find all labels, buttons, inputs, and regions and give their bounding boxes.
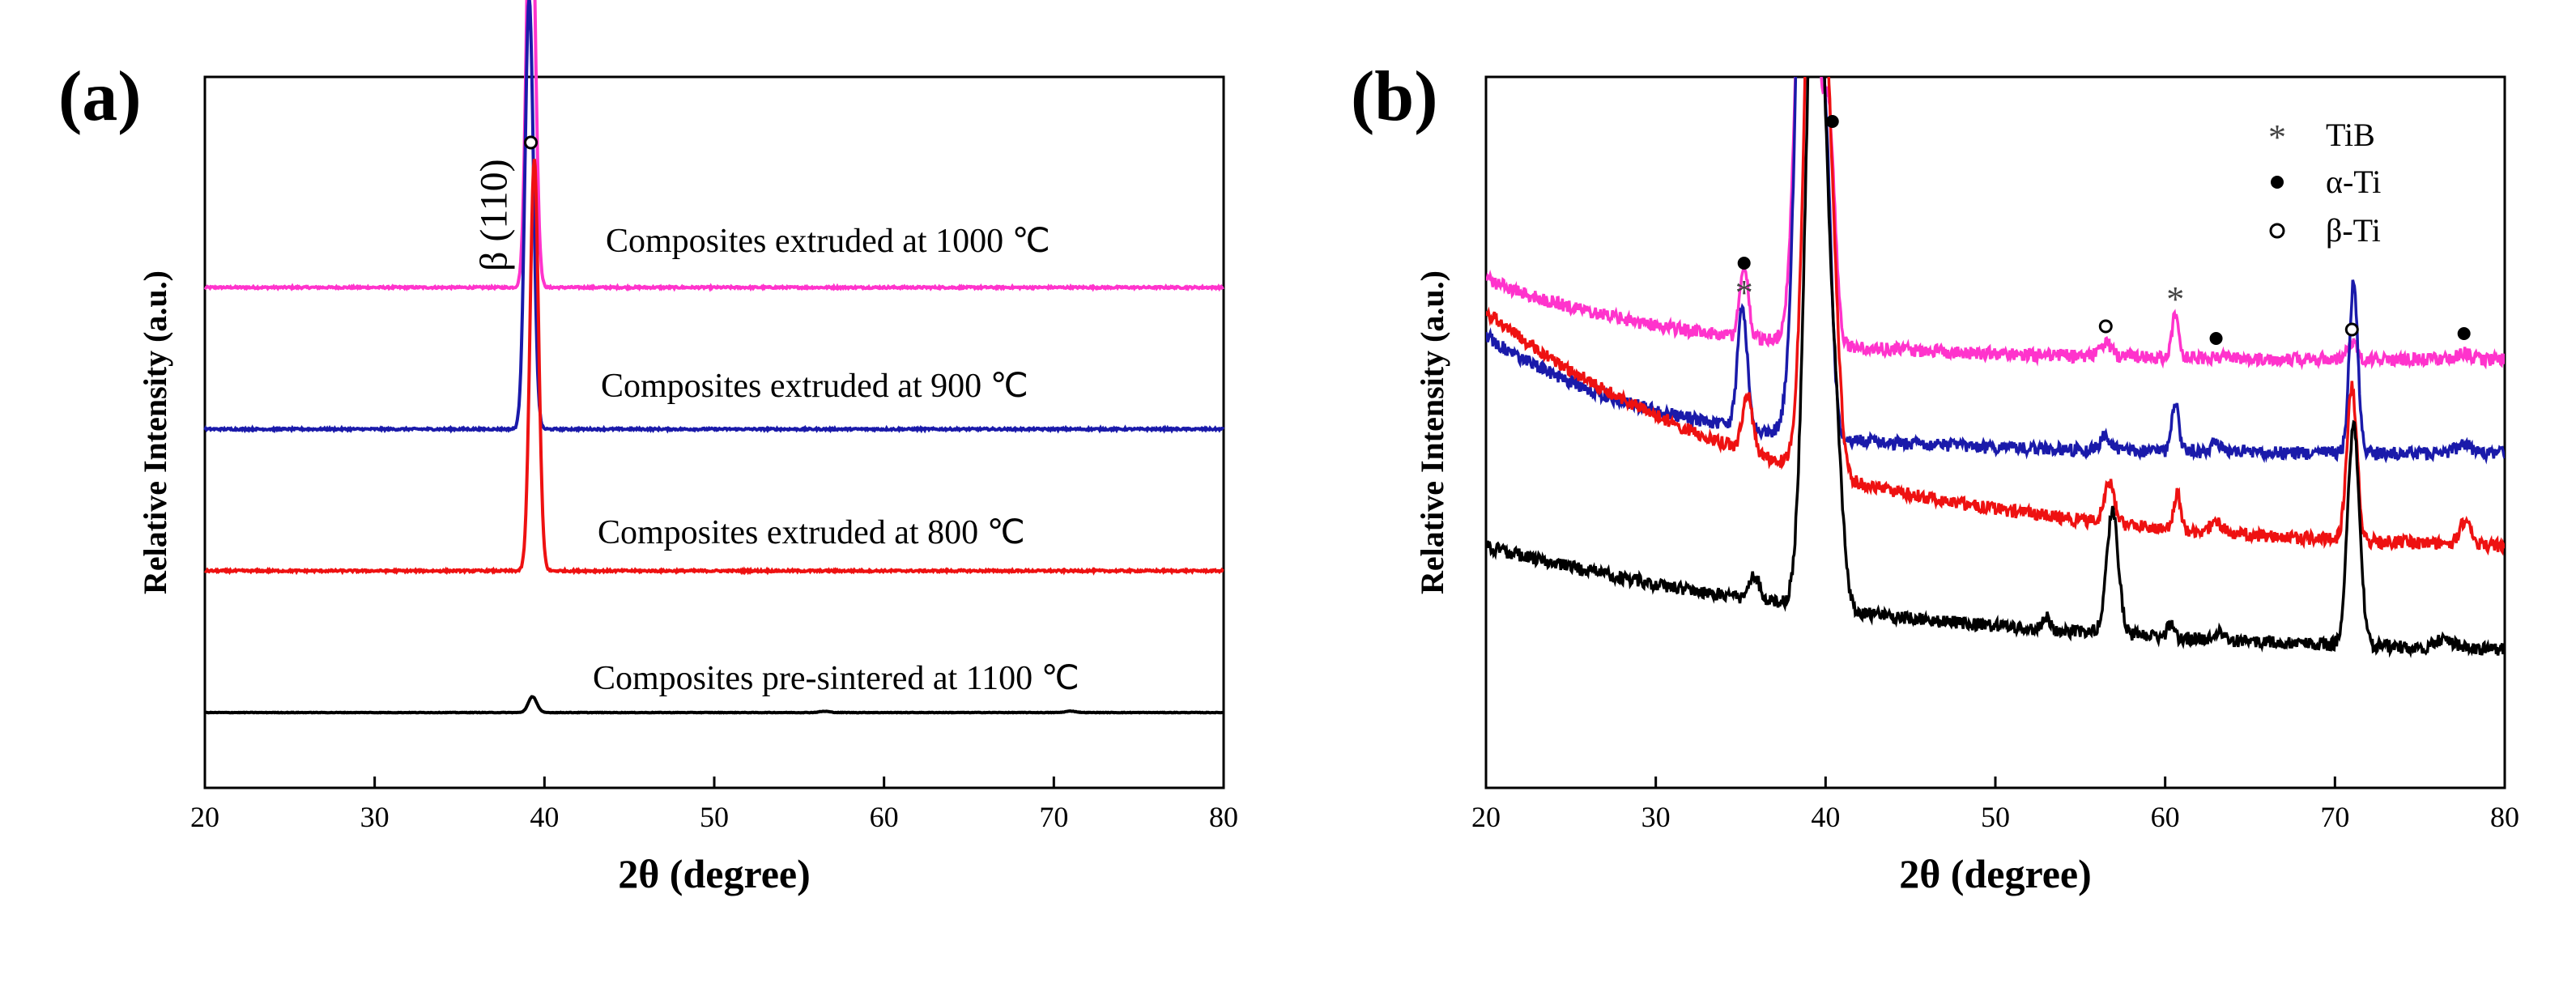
legend-alpha-ti-symbol bbox=[2271, 176, 2284, 189]
panel-a-label-1100: Composites pre-sintered at 1100 ℃ bbox=[593, 660, 1079, 697]
panel-b-letter: (b) bbox=[1351, 57, 1438, 136]
panel-b-marker-tib-4: * bbox=[2166, 279, 2184, 319]
legend-beta-ti-label: β-Ti bbox=[2326, 212, 2381, 249]
panel-b-ylabel: Relative Intensity (a.u.) bbox=[1414, 270, 1450, 594]
panel-a-label-800: Composites extruded at 800 ℃ bbox=[598, 514, 1025, 551]
panel-b-xtick-label-20: 20 bbox=[1471, 801, 1501, 833]
panel-b-marker-alpha-ti-2 bbox=[1825, 115, 1839, 128]
panel-b-xtick-label-40: 40 bbox=[1811, 801, 1840, 833]
legend-tib-symbol: * bbox=[2268, 117, 2286, 157]
panel-a: (a) 20 30 40 50 60 70 80 β (110) Composites ex… bbox=[58, 0, 1238, 896]
legend-beta-ti-symbol bbox=[2269, 223, 2285, 239]
panel-a-xtick-label-30: 30 bbox=[360, 801, 390, 833]
panel-b-xlabel: 2θ (degree) bbox=[1899, 851, 2092, 896]
panel-b-xtick-label-30: 30 bbox=[1641, 801, 1671, 833]
panel-a-letter: (a) bbox=[58, 57, 142, 136]
panel-b-marker-beta-ti-6 bbox=[2344, 322, 2359, 337]
panel-a-series-2 bbox=[203, 159, 1224, 576]
panel-a-ylabel: Relative Intensity (a.u.) bbox=[137, 270, 173, 594]
panel-b-marker-alpha-ti-7 bbox=[2457, 327, 2471, 340]
panel-b-xtick-label-70: 70 bbox=[2320, 801, 2349, 833]
panel-b-xtick-label-60: 60 bbox=[2151, 801, 2180, 833]
panel-a-series-1 bbox=[203, 0, 1225, 434]
panel-b-marker-alpha-ti-5 bbox=[2209, 332, 2223, 345]
panel-a-beta-ti-marker bbox=[524, 135, 539, 150]
panel-a-xlabel: 2θ (degree) bbox=[618, 851, 811, 896]
panel-b-series-red bbox=[1486, 77, 2505, 556]
legend-tib-label: TiB bbox=[2326, 117, 2375, 153]
panel-b-series-magenta bbox=[1486, 77, 2505, 371]
panel-b: (b) 20 30 40 50 60 70 80 * * * TiB α-Ti β-Ti 2θ… bbox=[1351, 57, 2519, 896]
panel-a-xtick-label-40: 40 bbox=[530, 801, 559, 833]
panel-a-xtick-label-20: 20 bbox=[190, 801, 219, 833]
panel-a-series-0 bbox=[203, 0, 1224, 292]
panel-b-series-black bbox=[1486, 77, 2505, 658]
panel-a-peak-annotation: β (110) bbox=[473, 159, 516, 271]
panel-b-xtick-label-80: 80 bbox=[2490, 801, 2519, 833]
panel-a-xtick-label-50: 50 bbox=[700, 801, 729, 833]
panel-b-marker-tib-1: * bbox=[1735, 273, 1753, 313]
legend-alpha-ti-label: α-Ti bbox=[2326, 164, 2381, 200]
panel-b-marker-alpha-ti-0 bbox=[1737, 257, 1751, 270]
panel-a-xtick-label-60: 60 bbox=[870, 801, 899, 833]
panel-b-xtick-label-50: 50 bbox=[1981, 801, 2010, 833]
panel-a-label-1000: Composites extruded at 1000 ℃ bbox=[606, 223, 1050, 260]
panel-a-xtick-label-70: 70 bbox=[1039, 801, 1068, 833]
panel-a-series-3 bbox=[204, 695, 1224, 715]
panel-b-legend: * TiB α-Ti β-Ti bbox=[2268, 117, 2381, 249]
panel-b-marker-beta-ti-3 bbox=[2098, 319, 2113, 334]
panel-a-label-900: Composites extruded at 900 ℃ bbox=[601, 368, 1028, 405]
panel-a-xtick-label-80: 80 bbox=[1209, 801, 1238, 833]
